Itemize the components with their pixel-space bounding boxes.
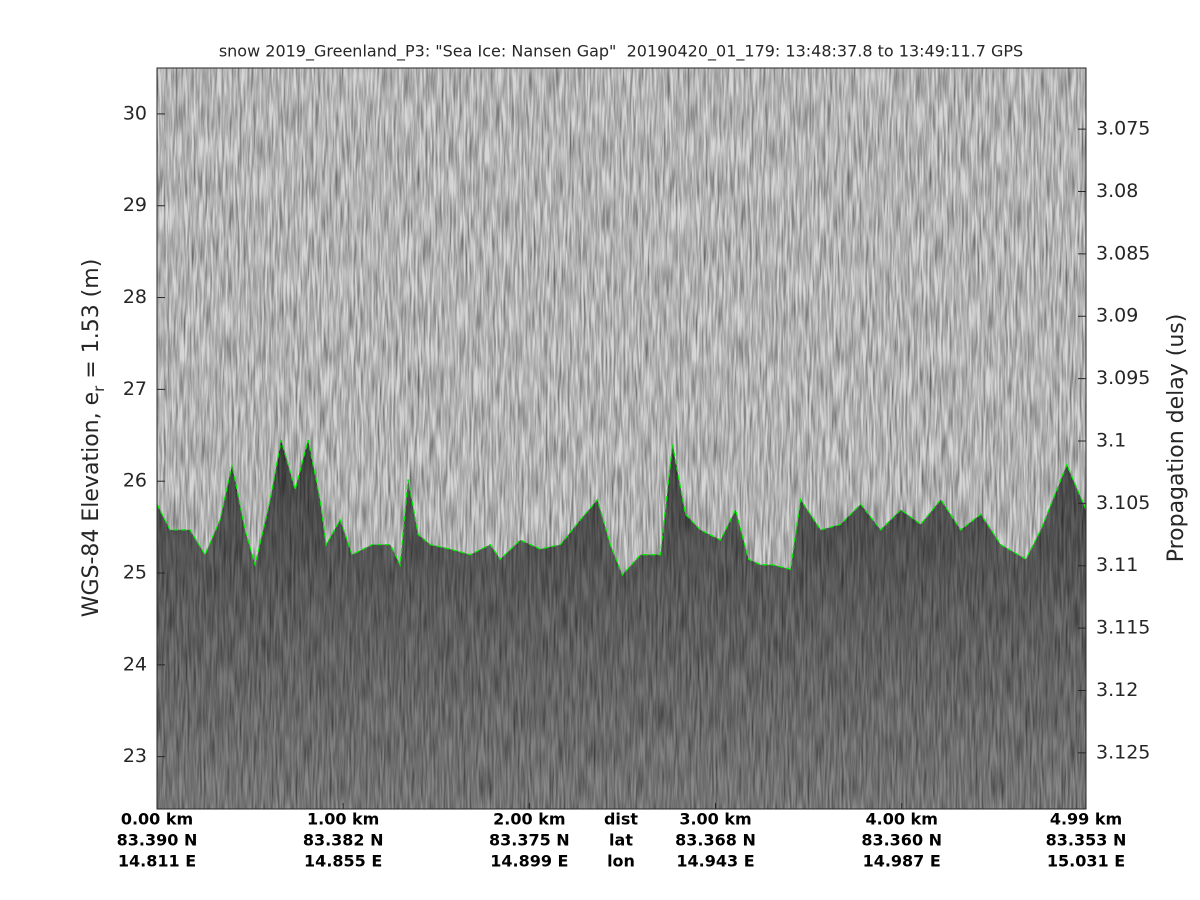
y2-tick-label: 3.12 [1096, 679, 1138, 701]
x-tick-label: 1.00 km [307, 810, 379, 829]
y-tick-label: 25 [123, 562, 147, 584]
y-tick-label: 30 [123, 102, 147, 124]
y-tick-label: 23 [123, 745, 147, 767]
lat-label: 83.360 N [861, 831, 942, 850]
y2-tick-label: 3.075 [1096, 118, 1150, 140]
x-tick-label: 3.00 km [679, 810, 751, 829]
row-name: lon [607, 852, 635, 871]
lon-label: 14.987 E [863, 852, 941, 871]
lat-label: 83.353 N [1046, 831, 1127, 850]
lon-label: 14.899 E [490, 852, 568, 871]
lat-label: 83.368 N [675, 831, 756, 850]
y-axis-label: WGS-84 Elevation, er = 1.53 (m) [79, 259, 108, 618]
row-name: lat [609, 831, 633, 850]
y-tick-label: 24 [123, 653, 147, 675]
lon-label: 14.811 E [118, 852, 196, 871]
lat-label: 83.382 N [303, 831, 384, 850]
y2-tick-label: 3.1 [1096, 429, 1126, 451]
plot-frame [156, 67, 1087, 810]
lon-label: 14.855 E [304, 852, 382, 871]
y2-tick-label: 3.095 [1096, 367, 1150, 389]
y2-axis-label: Propagation delay (us) [1164, 314, 1189, 563]
y-tick-label: 26 [123, 470, 147, 492]
x-tick-label: 2.00 km [493, 810, 565, 829]
x-tick-label: 0.00 km [121, 810, 193, 829]
y-label-text: WGS-84 Elevation, e [79, 392, 104, 617]
lat-label: 83.375 N [489, 831, 570, 850]
lat-label: 83.390 N [117, 831, 198, 850]
surface-line [156, 439, 1087, 577]
x-tick-label: 4.00 km [866, 810, 938, 829]
row-name: dist [604, 810, 638, 829]
echogram-texture [157, 68, 1086, 809]
y2-tick-label: 3.09 [1096, 305, 1138, 327]
y2-tick-label: 3.105 [1096, 492, 1150, 514]
x-tick-label: 4.99 km [1050, 810, 1122, 829]
y-tick-label: 27 [123, 378, 147, 400]
y-tick-label: 28 [123, 286, 147, 308]
chart-title: snow 2019_Greenland_P3: "Sea Ice: Nansen… [219, 42, 1023, 62]
y2-tick-label: 3.085 [1096, 242, 1150, 264]
y-label-subscript: r [90, 385, 108, 392]
y-tick-label: 29 [123, 194, 147, 216]
lon-label: 14.943 E [676, 852, 754, 871]
y2-tick-label: 3.11 [1096, 554, 1138, 576]
y2-tick-label: 3.08 [1096, 180, 1138, 202]
y2-tick-label: 3.125 [1096, 741, 1150, 763]
lon-label: 15.031 E [1047, 852, 1125, 871]
y2-tick-label: 3.115 [1096, 617, 1150, 639]
y-label-suffix: = 1.53 (m) [79, 259, 104, 386]
